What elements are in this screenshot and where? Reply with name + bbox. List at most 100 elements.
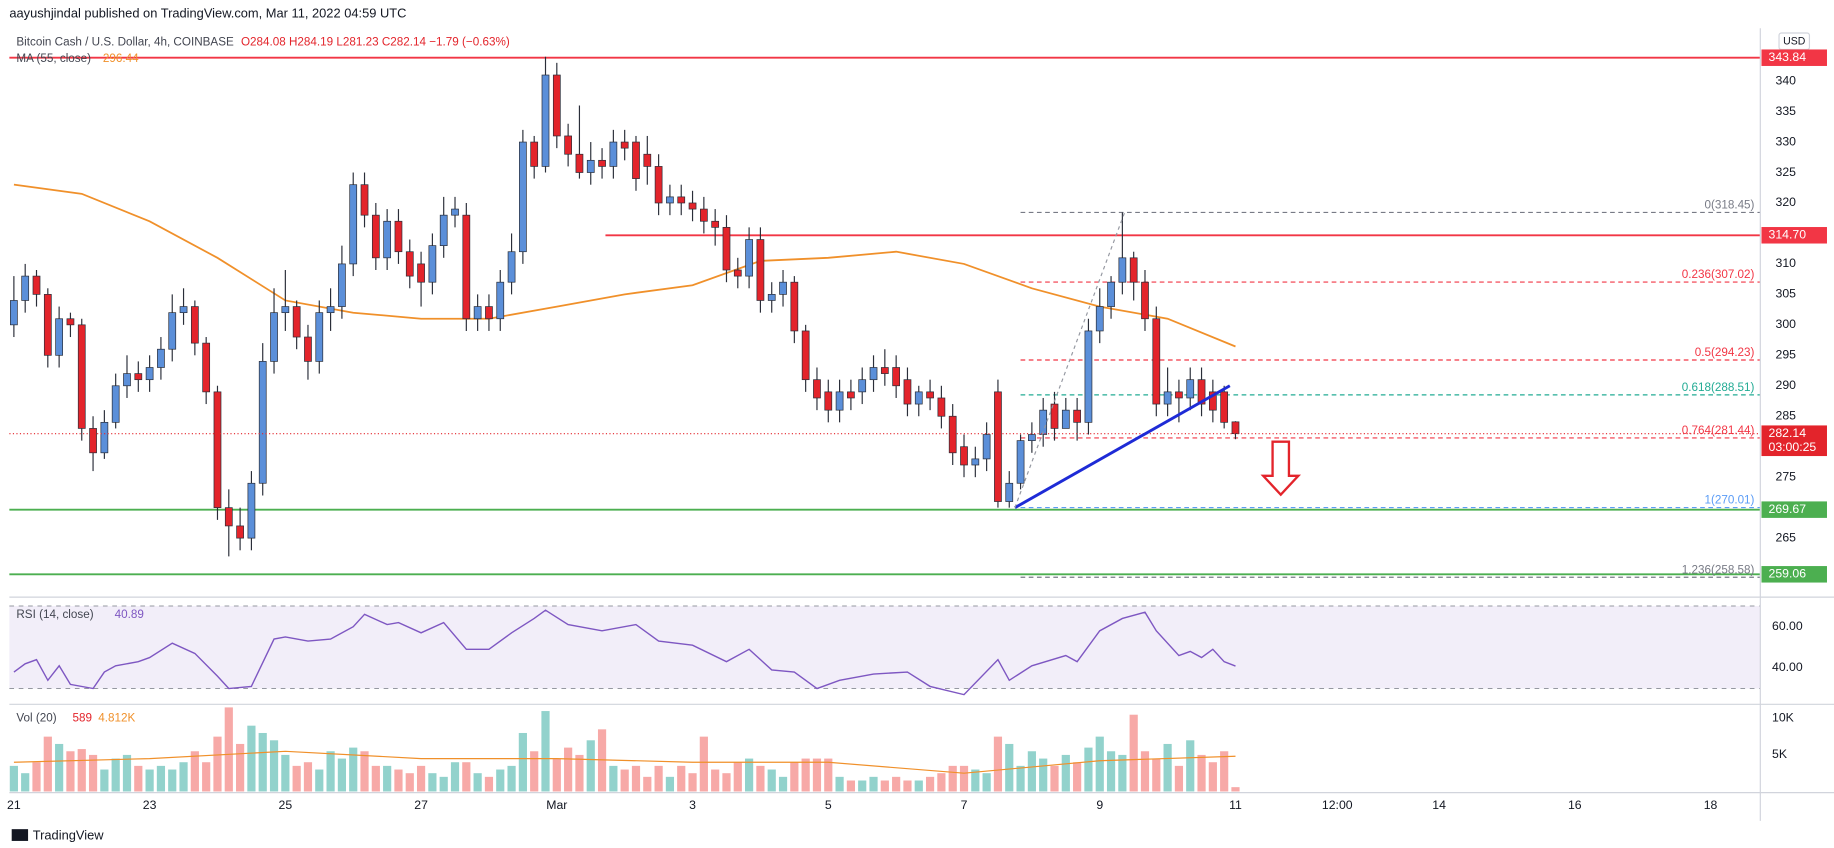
- candle-body: [394, 220, 403, 253]
- candle-body: [202, 342, 211, 393]
- volume-bar: [1220, 751, 1229, 792]
- volume-bar: [303, 762, 313, 792]
- candle-body: [383, 220, 392, 259]
- volume-bar: [643, 776, 652, 792]
- candle-body: [880, 367, 889, 374]
- volume-bar: [88, 754, 98, 792]
- author-line: aayushjindal published on TradingView.co…: [9, 6, 406, 21]
- volume-bar: [835, 776, 844, 792]
- candle-body: [519, 141, 527, 253]
- y-tick-label: 335: [1776, 104, 1797, 118]
- x-tick-label: 7: [961, 798, 968, 812]
- x-tick-label: 16: [1568, 798, 1582, 812]
- volume-bar: [665, 776, 675, 792]
- candle-body: [1129, 257, 1138, 283]
- candle-body: [643, 153, 652, 167]
- candle-body: [405, 251, 414, 277]
- candle-body: [315, 312, 324, 362]
- volume-bar: [722, 773, 731, 792]
- candle-body: [496, 281, 505, 320]
- candle-body: [1231, 421, 1240, 435]
- candle-body: [926, 391, 934, 399]
- candle-body: [620, 141, 629, 149]
- candle-body: [1073, 409, 1081, 423]
- candle-body: [473, 306, 482, 320]
- candle-body: [1061, 409, 1070, 429]
- volume-bar: [21, 773, 30, 792]
- candle-body: [1095, 306, 1104, 332]
- volume-bar: [812, 758, 822, 792]
- volume-bar: [1152, 758, 1161, 792]
- candle-body: [1005, 482, 1014, 502]
- x-tick-label: Mar: [546, 798, 567, 812]
- volume-bar: [100, 769, 109, 792]
- volume-bar: [462, 762, 471, 792]
- x-tick-label: 14: [1432, 798, 1446, 812]
- candle-body: [89, 428, 97, 454]
- volume-bar: [948, 765, 957, 792]
- candle-body: [326, 306, 335, 314]
- candle-body: [779, 281, 787, 295]
- volume-bar: [337, 758, 346, 792]
- volume-bar: [428, 773, 437, 792]
- candle-body: [824, 391, 833, 411]
- candle-body: [586, 159, 595, 173]
- volume-bar: [66, 751, 75, 792]
- candle-body: [666, 196, 674, 204]
- candle-body: [66, 318, 75, 326]
- last-price-box: [1761, 425, 1827, 457]
- candle-body: [677, 196, 686, 204]
- volume-legend: Vol (20): [16, 712, 56, 725]
- volume-bar: [145, 769, 154, 792]
- volume-bar: [416, 765, 426, 792]
- candle-body: [609, 141, 618, 167]
- candle-body: [304, 336, 312, 362]
- volume-bar: [1005, 743, 1014, 792]
- volume-bar: [541, 711, 550, 792]
- volume-bar: [564, 747, 573, 792]
- volume-bar: [405, 773, 414, 792]
- plot-layer: 0(318.45) 0.236(307.02) 0.5(294.23) 0.618(2…: [9, 56, 1761, 792]
- volume-bar: [993, 736, 1003, 792]
- projection-line: [1014, 212, 1126, 508]
- fib-label: 0.5(294.23): [1695, 346, 1755, 359]
- candle-body: [688, 202, 697, 210]
- candle-body: [552, 74, 561, 137]
- candle-body: [858, 379, 867, 393]
- candle-body: [1175, 391, 1183, 399]
- y-tick-label: 305: [1776, 287, 1797, 301]
- candle-body: [575, 153, 584, 173]
- volume-bar: [530, 751, 539, 792]
- y-tick-label: 275: [1776, 469, 1797, 483]
- x-tick-label: 5: [825, 798, 832, 812]
- candle-body: [1107, 281, 1115, 307]
- candle-body: [564, 135, 572, 155]
- candle-body: [982, 434, 991, 460]
- volume-bar: [552, 758, 561, 792]
- rsi-tick-label: 60.00: [1772, 619, 1803, 633]
- candle-body: [722, 226, 731, 271]
- candle-body: [247, 482, 256, 539]
- brand: TradingView: [33, 828, 104, 843]
- candle-body: [1163, 391, 1172, 405]
- volume-bar: [982, 773, 991, 792]
- candle-body: [224, 507, 233, 527]
- volume-bar: [586, 740, 595, 792]
- candle-body: [971, 458, 980, 466]
- volume-bar: [767, 769, 776, 792]
- volume-bar: [190, 751, 199, 792]
- volume-bar: [122, 754, 132, 792]
- candle-body: [417, 263, 425, 283]
- volume-bar: [349, 747, 358, 792]
- volume-legend-value: 589: [73, 712, 92, 725]
- x-tick-label: 18: [1704, 798, 1718, 812]
- candle-body: [145, 367, 154, 381]
- volume-bar: [1084, 747, 1093, 792]
- fib-label: 0.618(288.51): [1682, 381, 1755, 394]
- volume-bar: [1208, 762, 1217, 792]
- ma-legend: MA (55, close): [16, 52, 91, 65]
- candle-body: [1028, 434, 1036, 441]
- candle-body: [451, 208, 459, 216]
- volume-bar: [937, 773, 946, 792]
